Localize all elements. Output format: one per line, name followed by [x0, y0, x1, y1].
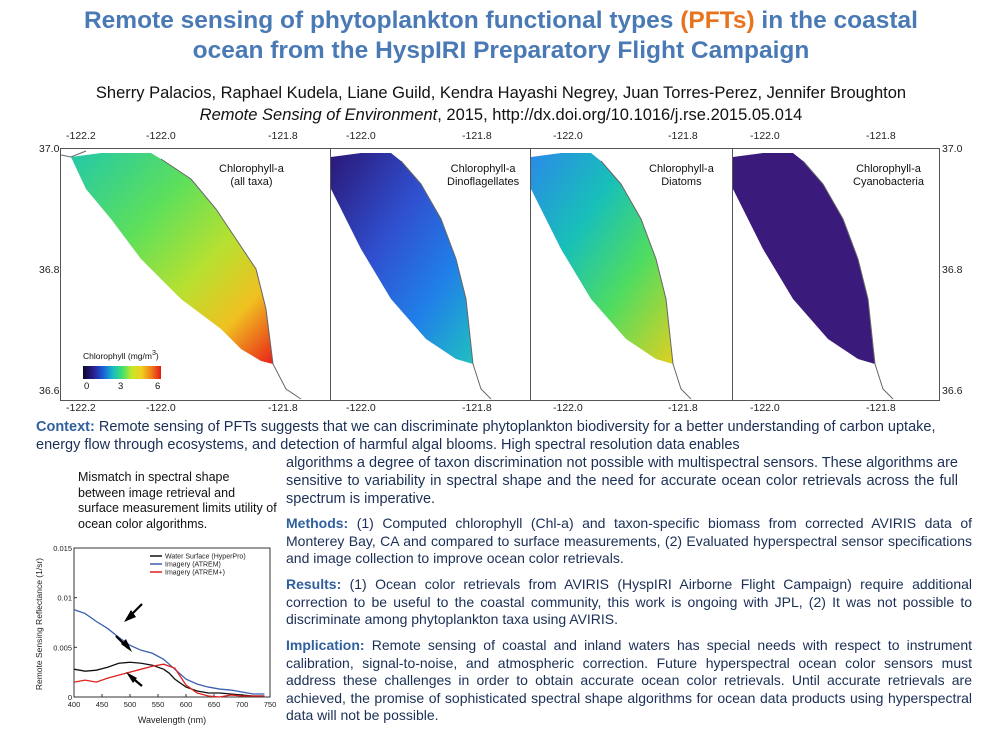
legend-entry: Water Surface (HyperPro)	[165, 554, 246, 561]
journal-name: Remote Sensing of Environment	[199, 106, 438, 124]
series-line	[73, 661, 265, 697]
panel-label: Chlorophyll-a Diatoms	[649, 163, 714, 188]
reflectance-chart: Remote Sensing Reflectance (1/sr) Wavele…	[32, 538, 282, 728]
y-tick-label: 0.015	[53, 544, 72, 553]
panel-label: Chlorophyll-a Dinoflagellates	[447, 163, 520, 188]
lon-tick: -121.8	[866, 402, 896, 414]
colorbar-title: Chlorophyll (mg/m3)	[83, 349, 159, 361]
lon-tick: -121.8	[462, 130, 492, 142]
context-paragraph-continued: algorithms a degree of taxon discriminat…	[286, 455, 958, 507]
lon-tick: -122.2	[66, 402, 96, 414]
lon-tick: -121.8	[462, 402, 492, 414]
map-panel-dinoflagellates: Chlorophyll-a Dinoflagellates	[330, 148, 532, 401]
arrow-mark	[115, 635, 132, 652]
colorbar-tick: 6	[155, 381, 161, 392]
lon-tick: -122.0	[553, 130, 583, 142]
x-tick-label: 500	[124, 700, 137, 709]
colorbar-tick: 3	[118, 381, 124, 392]
x-tick-label: 600	[180, 700, 193, 709]
title-highlight: (PFTs)	[680, 7, 755, 34]
results-label: Results:	[286, 576, 342, 592]
title-line-2: ocean from the HyspIRI Preparatory Fligh…	[192, 37, 810, 64]
x-tick-label: 450	[96, 700, 109, 709]
arrow-mark	[124, 603, 143, 622]
lon-tick: -122.0	[346, 130, 376, 142]
lon-tick: -121.8	[668, 402, 698, 414]
lon-tick: -121.8	[668, 130, 698, 142]
series-line	[73, 663, 265, 698]
results-paragraph: Results: (1) Ocean color retrievals from…	[286, 576, 973, 627]
x-tick-label: 750	[264, 700, 277, 709]
title-line-1: Remote sensing of phytoplankton function…	[0, 6, 1002, 36]
lon-tick: -122.0	[146, 402, 176, 414]
lat-tick: 37.0	[39, 143, 60, 155]
lon-tick: -121.8	[268, 130, 298, 142]
legend-entry: Imagery (ATREM)	[165, 562, 221, 569]
lat-tick: 37.0	[942, 143, 963, 155]
panel-label: Chlorophyll-a (all taxa)	[219, 163, 284, 188]
map-panel-diatoms: Chlorophyll-a Diatoms	[530, 148, 734, 401]
methods-paragraph: Methods: (1) Computed chlorophyll (Chl-a…	[286, 515, 972, 566]
lon-tick: -121.8	[268, 402, 298, 414]
colorbar	[83, 366, 161, 379]
lon-tick: -122.0	[146, 130, 176, 142]
poster-title: Remote sensing of phytoplankton function…	[0, 6, 1002, 66]
authors: Sherry Palacios, Raphael Kudela, Liane G…	[95, 84, 907, 102]
citation: Remote Sensing of Environment, 2015, htt…	[0, 105, 1002, 126]
x-tick-label: 400	[68, 700, 81, 709]
lon-tick: -122.0	[750, 402, 780, 414]
x-tick-label: 550	[152, 700, 165, 709]
lat-tick: 36.6	[39, 385, 60, 397]
colorbar-tick: 0	[84, 381, 90, 392]
lon-tick: -122.0	[553, 402, 583, 414]
implication-label: Implication:	[286, 637, 365, 653]
lon-tick: -122.0	[346, 402, 376, 414]
map-panel-all-taxa: Chlorophyll-a (all taxa)	[60, 148, 332, 401]
series-line	[73, 608, 265, 695]
context-label: Context:	[36, 419, 95, 435]
panel-label: Chlorophyll-a Cyanobacteria	[853, 163, 924, 188]
lon-tick: -121.8	[866, 130, 896, 142]
map-panel-cyanobacteria: Chlorophyll-a Cyanobacteria	[732, 148, 940, 401]
lon-tick: -122.0	[750, 130, 780, 142]
y-tick-label: 0	[68, 693, 72, 702]
figure-caption: Mismatch in spectral shape between image…	[78, 470, 277, 531]
methods-label: Methods:	[286, 515, 349, 531]
citation-doi: , 2015, http://dx.doi.org/10.1016/j.rse.…	[437, 106, 803, 124]
lon-tick: -122.2	[66, 130, 96, 142]
lat-tick: 36.8	[39, 264, 60, 276]
x-axis-label: Wavelength (nm)	[138, 715, 206, 725]
y-tick-label: 0.01	[57, 594, 72, 603]
x-tick-label: 650	[208, 700, 221, 709]
legend-entry: Imagery (ATREM+)	[165, 570, 225, 577]
context-paragraph: Context: Remote sensing of PFTs suggests…	[36, 419, 936, 453]
x-tick-label: 700	[236, 700, 249, 709]
arrow-mark	[126, 672, 143, 687]
lat-tick: 36.6	[942, 385, 963, 397]
title-part-1: Remote sensing of phytoplankton function…	[83, 7, 674, 34]
plot-frame	[73, 547, 271, 698]
lat-tick: 36.8	[942, 264, 963, 276]
y-tick-label: 0.005	[53, 643, 72, 652]
implication-paragraph: Implication: Remote sensing of coastal a…	[286, 637, 972, 723]
y-axis-label: Remote Sensing Reflectance (1/sr)	[34, 558, 44, 690]
title-part-2: in the coastal	[761, 7, 918, 34]
